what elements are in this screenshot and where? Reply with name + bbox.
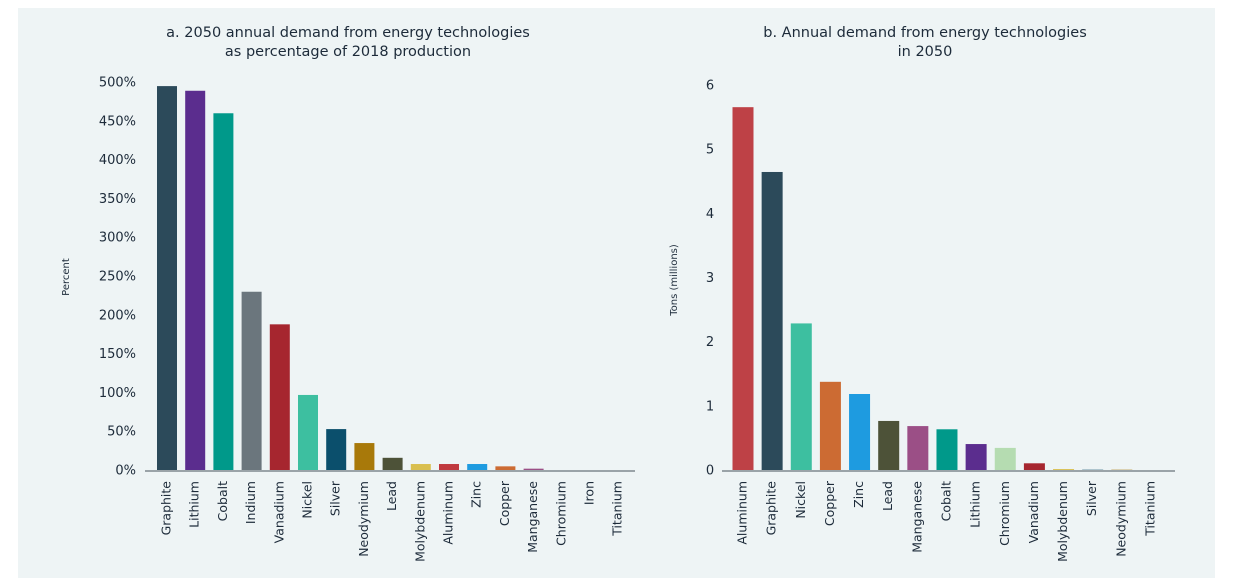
y-tick-label: 200%: [99, 308, 136, 323]
bar: [849, 394, 871, 471]
y-tick-label: 350%: [99, 192, 136, 207]
y-tick-label: 2: [706, 335, 714, 350]
bar: [213, 113, 234, 471]
bar: [354, 443, 375, 471]
x-tick-label: Chromium: [997, 481, 1012, 546]
y-tick-label: 1: [706, 399, 714, 414]
x-tick-label: Lithium: [187, 481, 202, 528]
x-tick-label: Chromium: [553, 481, 568, 546]
y-tick-label: 50%: [107, 425, 136, 440]
y-tick-label: 250%: [99, 270, 136, 285]
x-tick-label: Titanium: [1142, 481, 1157, 537]
x-tick-label: Neodymium: [1113, 481, 1128, 557]
chart-title: b. Annual demand from energy technologie…: [763, 25, 1087, 41]
x-tick-label: Manganese: [525, 481, 540, 553]
x-tick-label: Copper: [822, 480, 837, 526]
bar: [241, 291, 262, 471]
x-tick-label: Nickel: [300, 481, 315, 519]
y-tick-label: 0%: [115, 464, 136, 479]
y-axis-label: Percent: [61, 258, 72, 296]
bar: [523, 468, 544, 471]
y-tick-label: 450%: [99, 114, 136, 129]
y-tick-label: 0: [706, 464, 714, 479]
bar: [1023, 463, 1045, 471]
x-tick-label: Aluminum: [735, 481, 750, 545]
y-tick-label: 150%: [99, 347, 136, 362]
chart-title: as percentage of 2018 production: [225, 44, 471, 60]
bar: [761, 171, 783, 471]
bar: [790, 323, 812, 471]
x-tick-label: Vanadium: [271, 481, 286, 543]
bar: [819, 381, 841, 471]
x-tick-label: Lead: [880, 481, 895, 511]
chart-title: a. 2050 annual demand from energy techno…: [166, 25, 530, 41]
bar: [326, 429, 347, 471]
bar: [994, 447, 1016, 471]
bar: [298, 394, 318, 471]
x-tick-label: Cobalt: [215, 481, 230, 521]
y-tick-label: 3: [706, 271, 714, 286]
bar: [467, 464, 488, 471]
bar: [185, 90, 206, 471]
x-tick-label: Lithium: [968, 481, 983, 528]
x-tick-label: Molybdenum: [1055, 481, 1070, 562]
x-tick-label: Aluminum: [441, 481, 456, 545]
chart-title: in 2050: [898, 44, 953, 60]
bar: [157, 86, 177, 471]
bar: [382, 457, 403, 471]
y-tick-label: 5: [706, 143, 714, 158]
bar: [410, 464, 431, 471]
y-tick-label: 6: [706, 79, 714, 94]
bar: [495, 466, 516, 471]
bar: [439, 464, 459, 471]
x-tick-label: Cobalt: [938, 481, 953, 521]
bar: [269, 324, 290, 471]
x-tick-label: Molybdenum: [412, 481, 427, 562]
y-axis-label: Tons (millions): [669, 244, 680, 317]
x-tick-label: Zinc: [469, 481, 484, 508]
x-tick-label: Neodymium: [356, 481, 371, 557]
x-tick-label: Silver: [1084, 480, 1099, 516]
bar: [965, 444, 987, 471]
x-tick-label: Manganese: [909, 481, 924, 553]
x-tick-label: Copper: [497, 480, 512, 526]
y-tick-label: 500%: [99, 76, 136, 91]
bar: [936, 429, 958, 471]
bar: [878, 420, 900, 471]
x-tick-label: Zinc: [851, 481, 866, 508]
x-tick-label: Titanium: [610, 481, 625, 537]
x-tick-label: Lead: [384, 481, 399, 511]
x-tick-label: Vanadium: [1026, 481, 1041, 543]
y-tick-label: 400%: [99, 153, 136, 168]
x-tick-label: Silver: [328, 480, 343, 516]
y-tick-label: 100%: [99, 386, 136, 401]
bar: [907, 426, 929, 471]
y-tick-label: 300%: [99, 231, 136, 246]
bar: [732, 107, 754, 472]
x-tick-label: Graphite: [159, 481, 174, 536]
y-tick-label: 4: [706, 207, 714, 222]
x-tick-label: Iron: [582, 481, 597, 505]
x-tick-label: Graphite: [764, 481, 779, 536]
x-tick-label: Nickel: [793, 481, 808, 519]
x-tick-label: Indium: [243, 481, 258, 524]
